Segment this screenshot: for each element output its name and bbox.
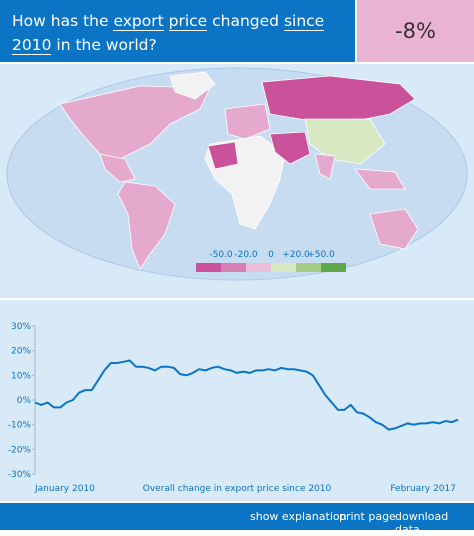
- europe: [224, 103, 271, 140]
- middle-east: [269, 131, 311, 165]
- southeast-asia: [354, 168, 406, 190]
- chart: 30% 20% 10% 0% -10% -20% -30%January 2010 Febru…: [8, 322, 459, 494]
- x-tick-label: February 2017: [390, 484, 456, 494]
- text: in the world?: [56, 36, 157, 54]
- kpi-box: -8%: [357, 0, 474, 62]
- link[interactable]: print page: [339, 510, 396, 523]
- south-america: [117, 181, 176, 270]
- y-tick-label: -10%: [8, 421, 32, 431]
- text: changed: [212, 12, 280, 30]
- legend-swatch: [296, 263, 321, 272]
- map-legend: -50.0 -20.0 0 +20.0 +50.0: [196, 250, 346, 272]
- legend-label: -20.0: [234, 250, 258, 260]
- greenland: [169, 71, 216, 100]
- term[interactable]: since 2010: [12, 12, 325, 55]
- legend-swatch: [271, 263, 296, 272]
- kpi-value: -8%: [395, 19, 436, 43]
- line-series: [34, 359, 459, 431]
- x-tick-label: January 2010: [34, 484, 95, 494]
- y-tick-label: 0%: [17, 396, 32, 406]
- australia: [369, 208, 419, 250]
- question-header: How has the export price changed since 2…: [0, 0, 355, 62]
- north-africa: [207, 141, 239, 170]
- text: How has the: [12, 12, 109, 30]
- y-tick-label: 30%: [11, 322, 31, 332]
- footer: show explanation print page download dat…: [0, 503, 474, 536]
- x-axis-label: Overall change in export price since 201…: [143, 484, 332, 494]
- legend-label: +20.0: [282, 250, 310, 260]
- y-tick-label: -20%: [8, 445, 32, 455]
- y-tick-label: 20%: [11, 347, 31, 357]
- chart-panel: 30% 20% 10% 0% -10% -20% -30% January 2010 Febru…: [0, 300, 474, 501]
- china: [304, 118, 386, 165]
- russia: [261, 75, 416, 125]
- y-tick-label: 10%: [11, 371, 31, 381]
- map: -50.0 -20.0 0 +20.0 +50.0: [6, 67, 468, 281]
- term[interactable]: price: [168, 12, 208, 31]
- term[interactable]: export: [113, 12, 164, 31]
- link[interactable]: download data: [395, 510, 449, 536]
- map-panel: -50.0 -20.0 0 +20.0 +50.0: [0, 64, 474, 298]
- y-tick-label: -30%: [8, 470, 32, 480]
- legend-label: +50.0: [307, 250, 335, 260]
- legend-swatch: [321, 263, 346, 272]
- central-america: [99, 153, 136, 183]
- legend-swatch: [196, 263, 221, 272]
- legend-label: 0: [268, 250, 274, 260]
- india: [314, 153, 336, 180]
- legend-swatch: [246, 263, 271, 272]
- legend-label: -50.0: [209, 250, 233, 260]
- link[interactable]: show explanation: [250, 510, 347, 523]
- legend-swatch: [221, 263, 246, 272]
